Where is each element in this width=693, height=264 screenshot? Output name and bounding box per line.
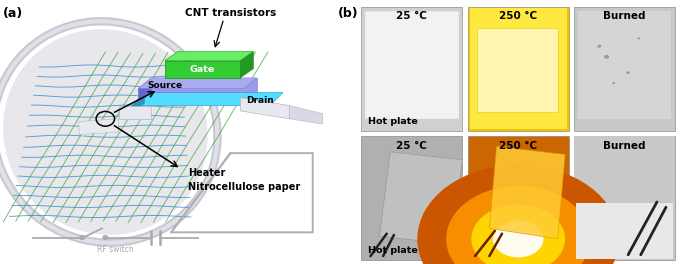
FancyBboxPatch shape	[477, 28, 558, 112]
Polygon shape	[489, 147, 565, 239]
Polygon shape	[119, 106, 151, 119]
Text: RF switch: RF switch	[97, 245, 134, 254]
Polygon shape	[151, 78, 257, 92]
FancyBboxPatch shape	[362, 7, 462, 131]
FancyBboxPatch shape	[578, 11, 672, 119]
Text: Source: Source	[147, 81, 182, 90]
Text: Burned: Burned	[604, 11, 646, 21]
Text: 25 °C: 25 °C	[396, 11, 428, 21]
FancyBboxPatch shape	[574, 136, 675, 260]
Circle shape	[638, 37, 640, 39]
Circle shape	[446, 186, 590, 264]
Text: Burned: Burned	[604, 141, 646, 151]
Polygon shape	[79, 119, 119, 135]
Circle shape	[626, 71, 630, 74]
Text: 25 °C: 25 °C	[396, 141, 428, 151]
Circle shape	[613, 82, 615, 84]
Polygon shape	[139, 78, 151, 103]
Text: Hot plate: Hot plate	[368, 117, 418, 126]
FancyBboxPatch shape	[468, 7, 569, 131]
Polygon shape	[290, 106, 323, 124]
FancyBboxPatch shape	[574, 7, 675, 131]
Text: (b): (b)	[338, 7, 359, 20]
Text: Hot plate: Hot plate	[368, 246, 418, 255]
Text: Gate: Gate	[190, 65, 215, 74]
Circle shape	[80, 236, 85, 239]
Text: 250 °C: 250 °C	[499, 141, 537, 151]
Text: Nitrocellulose paper: Nitrocellulose paper	[188, 182, 300, 192]
FancyBboxPatch shape	[470, 8, 567, 129]
Polygon shape	[132, 92, 145, 115]
FancyBboxPatch shape	[468, 136, 569, 260]
FancyBboxPatch shape	[574, 136, 675, 260]
Text: CNT transistors: CNT transistors	[185, 8, 276, 18]
Text: Heater: Heater	[188, 168, 225, 178]
Polygon shape	[132, 92, 283, 106]
Circle shape	[103, 236, 107, 239]
Polygon shape	[240, 98, 290, 119]
Circle shape	[604, 55, 609, 59]
FancyBboxPatch shape	[576, 203, 673, 259]
Polygon shape	[240, 51, 254, 78]
Text: (a): (a)	[3, 7, 24, 20]
Text: 250 °C: 250 °C	[499, 11, 537, 21]
Circle shape	[471, 205, 565, 264]
Polygon shape	[165, 51, 254, 61]
Polygon shape	[165, 61, 240, 78]
FancyBboxPatch shape	[365, 11, 459, 119]
Circle shape	[597, 45, 602, 48]
Ellipse shape	[3, 29, 208, 235]
FancyBboxPatch shape	[362, 136, 462, 260]
Circle shape	[417, 165, 619, 264]
Text: Drain: Drain	[246, 96, 274, 105]
Polygon shape	[139, 78, 257, 88]
Circle shape	[493, 220, 543, 257]
Polygon shape	[380, 152, 462, 244]
